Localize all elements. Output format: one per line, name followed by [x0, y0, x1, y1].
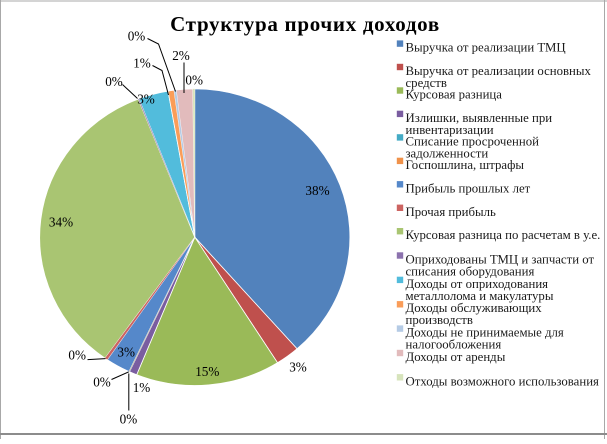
- svg-text:Выручка от реализации основных: Выручка от реализации основных: [406, 64, 592, 78]
- svg-text:Курсовая разница: Курсовая разница: [406, 88, 503, 102]
- svg-text:34%: 34%: [49, 215, 73, 230]
- svg-text:металлолома и макулатуры: металлолома и макулатуры: [406, 289, 554, 303]
- svg-text:2%: 2%: [172, 48, 190, 63]
- svg-text:Доходы обслуживающих: Доходы обслуживающих: [406, 301, 543, 315]
- svg-text:Излишки, выявленные при: Излишки, выявленные при: [406, 111, 553, 125]
- svg-text:Прибыль прошлых лет: Прибыль прошлых лет: [406, 181, 531, 195]
- svg-text:3%: 3%: [117, 345, 135, 360]
- svg-text:Доходы не принимаемые для: Доходы не принимаемые для: [406, 326, 564, 340]
- svg-text:0%: 0%: [120, 412, 138, 427]
- svg-text:1%: 1%: [133, 380, 151, 395]
- svg-text:Оприходованы ТМЦ и запчасти от: Оприходованы ТМЦ и запчасти от: [406, 253, 595, 267]
- svg-text:Доходы от аренды: Доходы от аренды: [406, 350, 506, 364]
- svg-text:задолженности: задолженности: [406, 146, 489, 160]
- svg-text:Доходы от оприходования: Доходы от оприходования: [406, 277, 549, 291]
- svg-text:инвентаризации: инвентаризации: [406, 123, 494, 137]
- svg-text:Структура прочих доходов: Структура прочих доходов: [170, 12, 440, 36]
- svg-text:производств: производств: [406, 313, 473, 327]
- svg-text:Прочая прибыль: Прочая прибыль: [406, 205, 496, 219]
- svg-text:1%: 1%: [133, 56, 151, 71]
- svg-text:15%: 15%: [195, 364, 219, 379]
- svg-text:списания оборудования: списания оборудования: [406, 265, 535, 279]
- svg-text:Госпошлина, штрафы: Госпошлина, штрафы: [406, 158, 525, 172]
- svg-text:0%: 0%: [93, 375, 111, 390]
- svg-text:3%: 3%: [137, 92, 155, 107]
- svg-text:3%: 3%: [289, 360, 307, 375]
- svg-text:налогообложения: налогообложения: [406, 338, 502, 352]
- svg-text:средств: средств: [406, 76, 447, 90]
- svg-text:0%: 0%: [128, 29, 146, 44]
- svg-text:Списание просроченной: Списание просроченной: [406, 134, 540, 148]
- svg-text:0%: 0%: [185, 73, 203, 88]
- svg-text:Отходы возможного использовани: Отходы возможного использования: [406, 374, 600, 388]
- svg-text:0%: 0%: [68, 348, 86, 363]
- svg-text:Курсовая разница по расчетам в: Курсовая разница по расчетам в у.е.: [406, 228, 601, 242]
- svg-text:0%: 0%: [105, 74, 123, 89]
- svg-text:Выручка от реализации ТМЦ: Выручка от реализации ТМЦ: [406, 41, 566, 55]
- svg-text:38%: 38%: [305, 183, 329, 198]
